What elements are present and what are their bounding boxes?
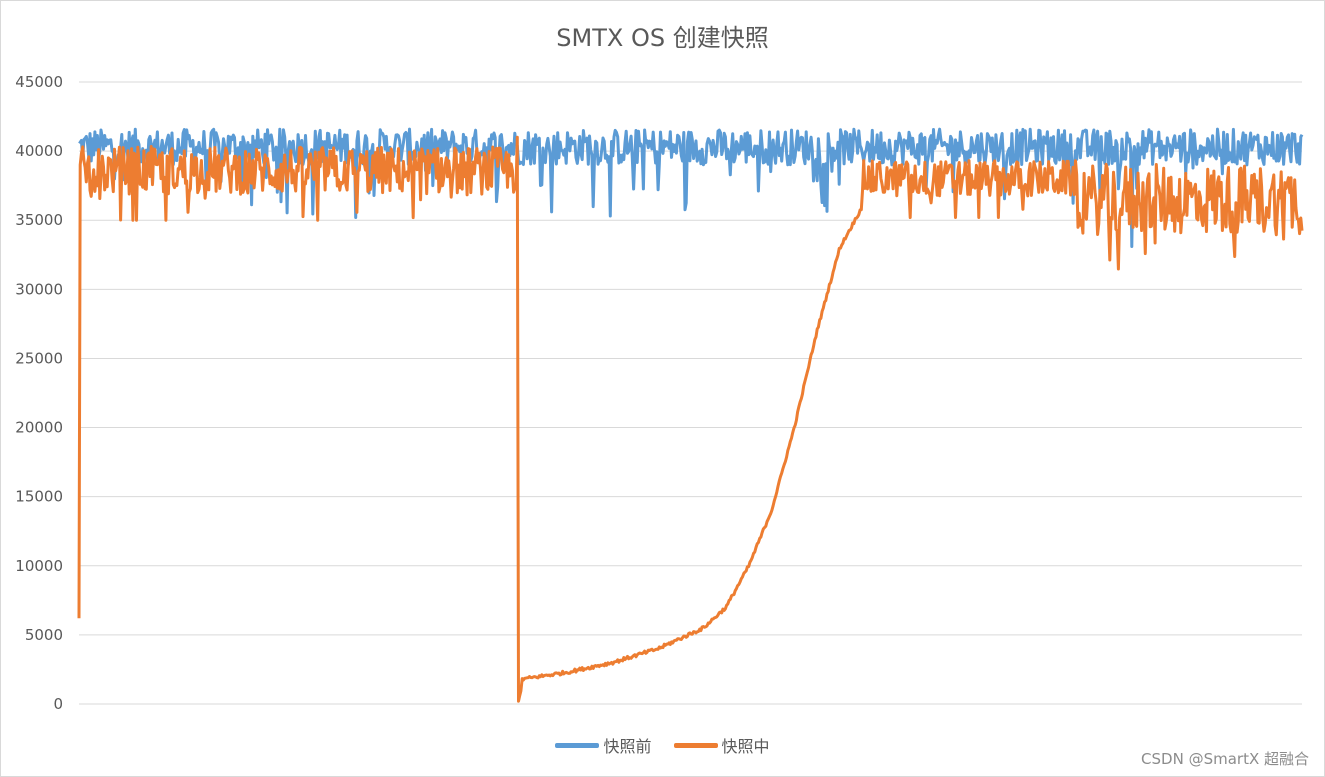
- y-tick-label: 5000: [25, 626, 63, 644]
- y-tick-label: 30000: [15, 280, 63, 298]
- y-axis-ticks: 45000 40000 35000 30000 25000 20000 15000 10000…: [15, 73, 63, 713]
- legend-swatch-blue: [555, 742, 600, 748]
- legend-label-series1: 快照前: [603, 737, 652, 756]
- series-layer: [77, 127, 1304, 703]
- legend-item-series1: 快照前: [555, 733, 652, 757]
- series-line-during-snapshot: [77, 135, 1304, 703]
- y-tick-label: 35000: [15, 211, 63, 229]
- watermark: CSDN @SmartX 超融合: [1141, 750, 1309, 768]
- series-line-before-snapshot: [78, 127, 1304, 248]
- legend: 快照前 快照中: [0, 733, 1325, 757]
- y-tick-label: 15000: [15, 488, 63, 506]
- chart-title: SMTX OS 创建快照: [556, 24, 769, 52]
- y-tick-label: 10000: [15, 557, 63, 575]
- y-tick-label: 20000: [15, 419, 63, 437]
- legend-swatch-orange: [673, 742, 718, 748]
- legend-item-series2: 快照中: [673, 733, 770, 757]
- y-tick-label: 40000: [15, 142, 63, 160]
- y-tick-label: 25000: [15, 349, 63, 367]
- y-tick-label: 0: [53, 695, 63, 713]
- legend-label-series2: 快照中: [721, 737, 770, 756]
- y-tick-label: 45000: [15, 73, 63, 91]
